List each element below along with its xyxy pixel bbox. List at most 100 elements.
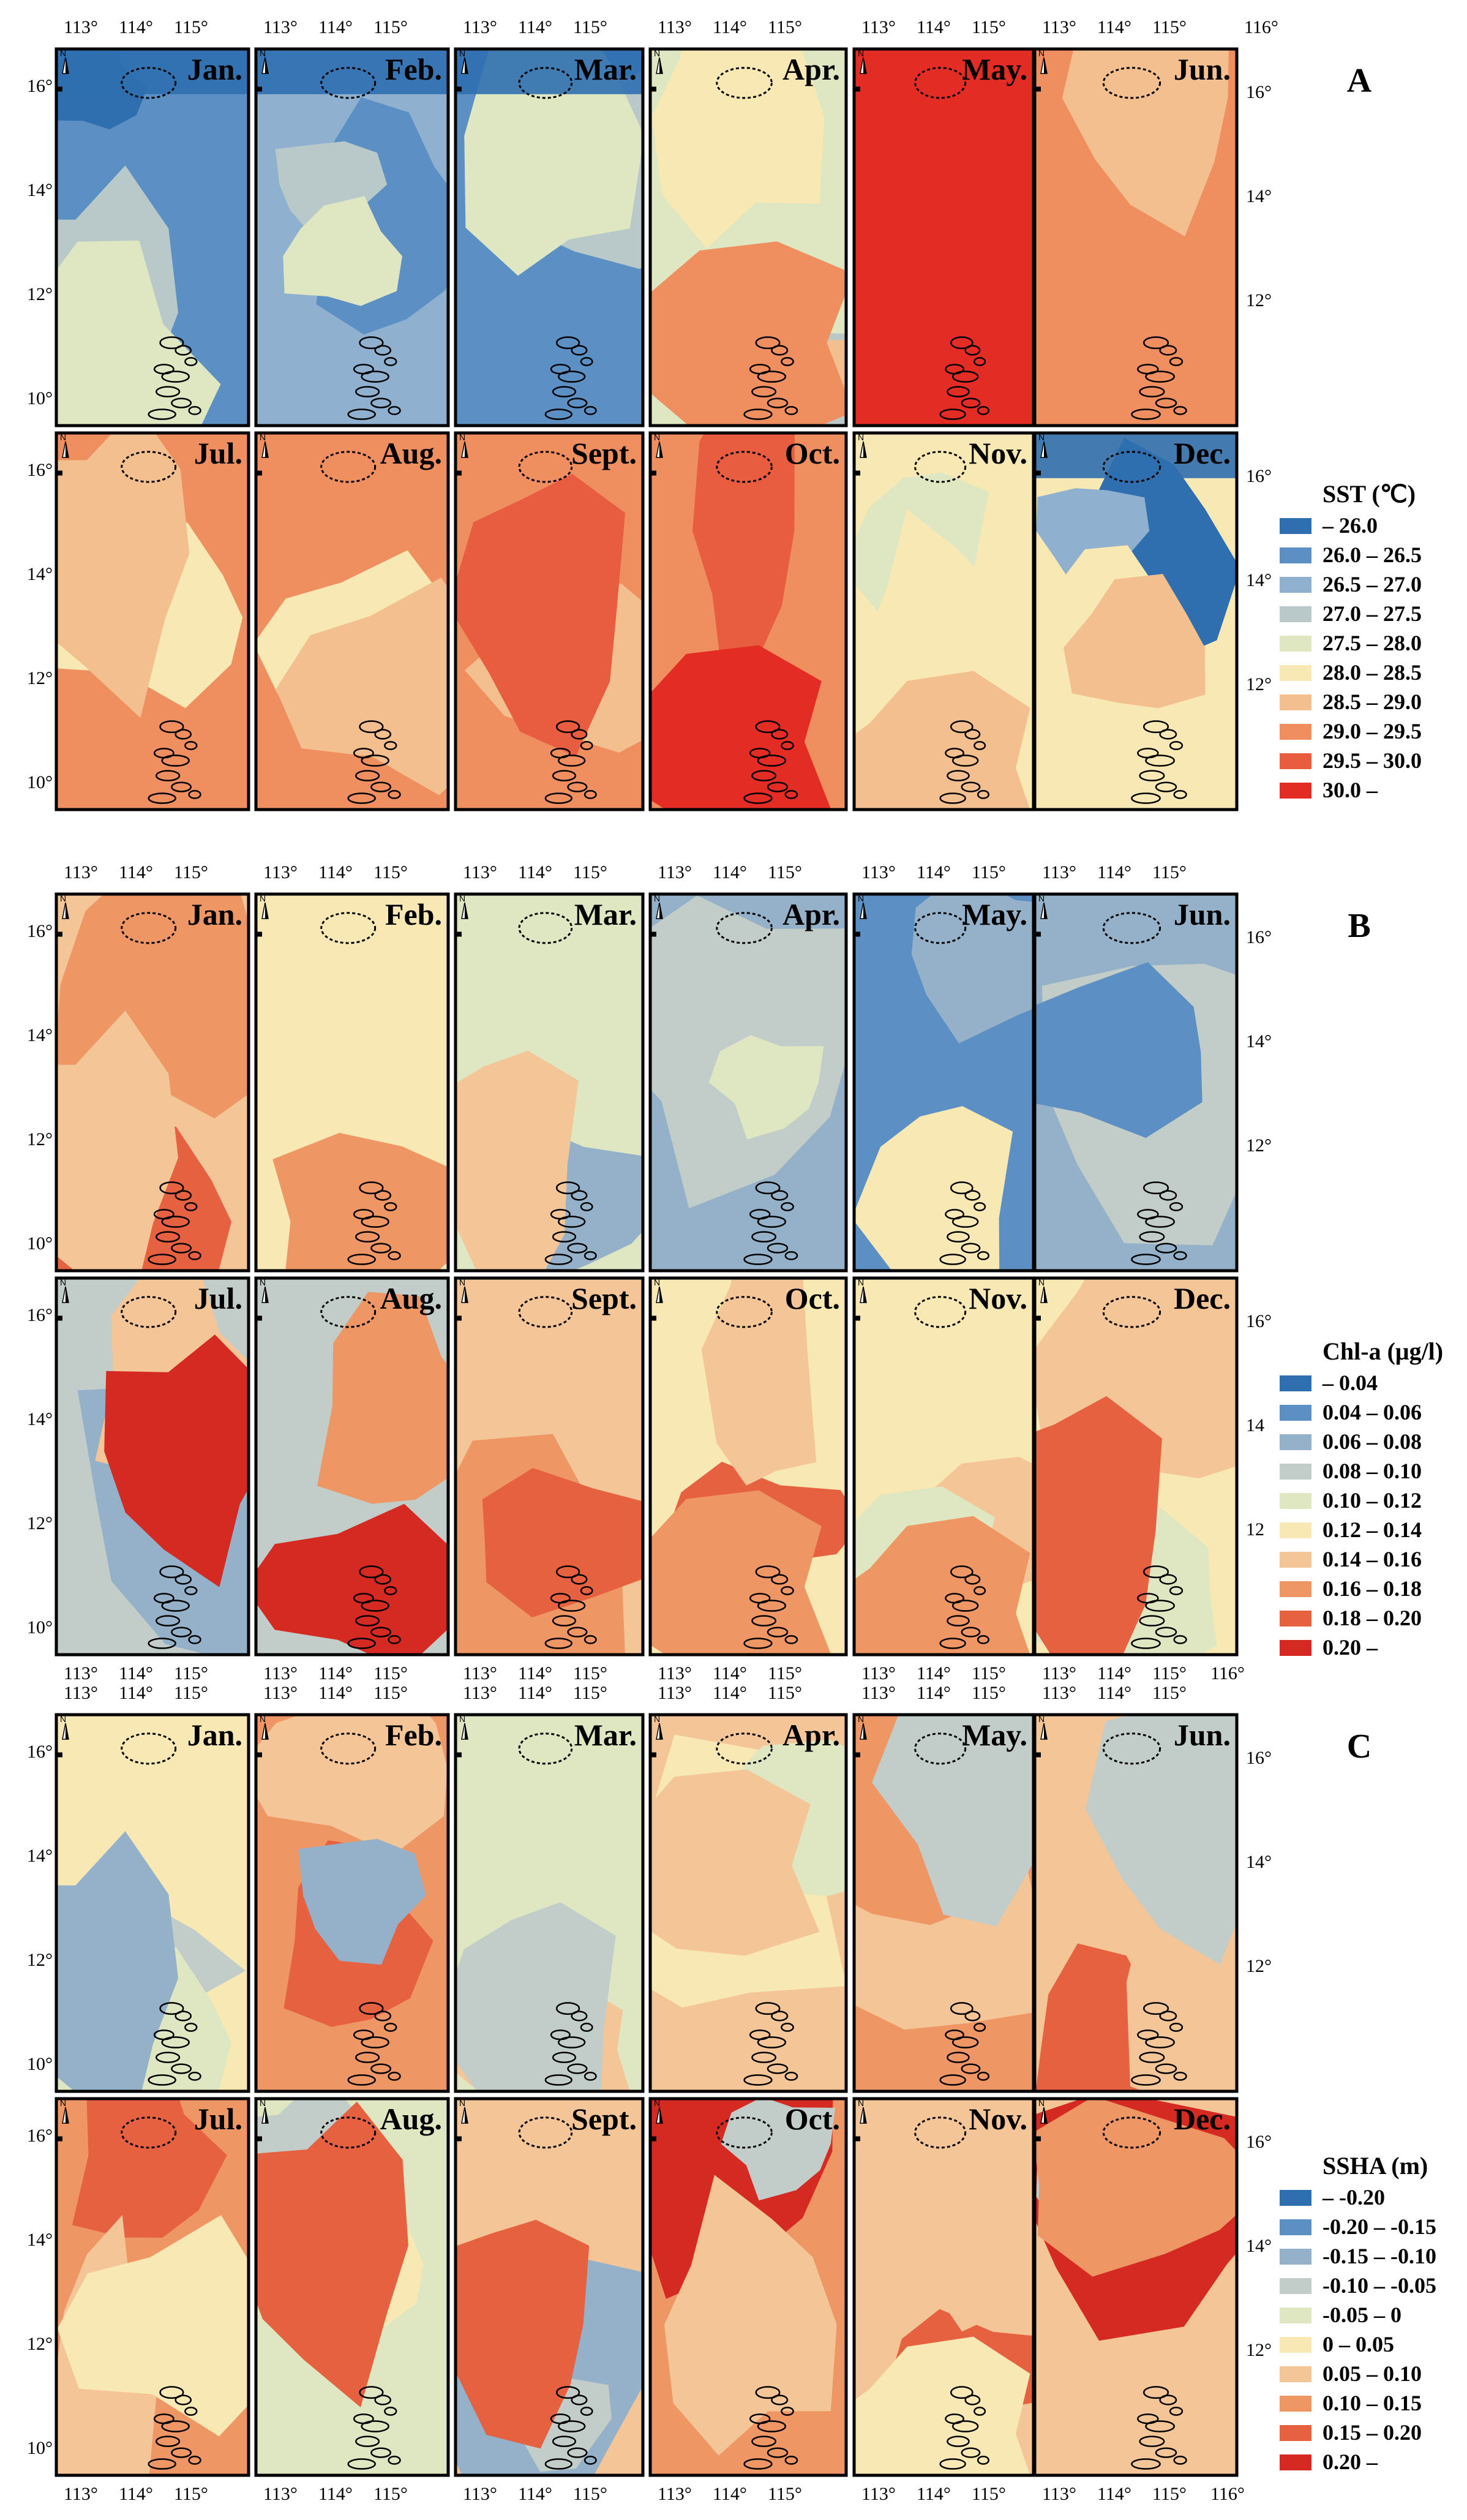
paracel-islands-outline — [914, 1732, 967, 1765]
map-field — [56, 49, 249, 426]
lon-tick-label: 114° — [119, 17, 153, 37]
reef-outline — [583, 1635, 597, 1644]
legend-label: 27.0 – 27.5 — [1323, 601, 1422, 626]
lon-tick-label: 114° — [318, 1663, 353, 1683]
reef-outline — [951, 2036, 979, 2048]
reef-outline — [1169, 1586, 1184, 1595]
legend-swatch — [1280, 577, 1311, 593]
reef-outline — [977, 1635, 989, 1644]
reef-outline — [751, 386, 777, 397]
reef-outline — [156, 1231, 181, 1243]
month-label: Jul. — [194, 2102, 242, 2136]
reef-outline — [370, 2063, 392, 2074]
lat-tick-label-right: 16° — [1246, 1311, 1272, 1331]
reef-outline — [1155, 781, 1177, 792]
north-arrow-icon: N — [459, 48, 468, 74]
legend-label: 0.18 – 0.20 — [1323, 1606, 1422, 1630]
month-label: May. — [962, 52, 1027, 86]
reef-outline — [939, 1254, 966, 1265]
north-letter: N — [459, 2098, 465, 2108]
contour-region — [921, 2099, 1026, 2332]
legend-label: -0.20 – -0.15 — [1323, 2214, 1436, 2239]
lon-tick-label: 113° — [463, 1663, 497, 1683]
lat-tick-label-right: 14° — [1246, 1852, 1272, 1872]
reef-outline — [148, 2458, 176, 2470]
month-label: Jun. — [1174, 1718, 1231, 1752]
reef-outline — [355, 2435, 380, 2447]
left-latitude-axis: 16° 14° 12° 10° — [27, 76, 53, 408]
reef-outline — [1139, 770, 1165, 781]
reef-outline — [781, 1202, 794, 1211]
north-letter: N — [60, 893, 66, 903]
reef-outline — [156, 770, 181, 781]
reef-outline — [939, 1638, 966, 1649]
legend-swatch — [1280, 694, 1311, 710]
reef-outline — [947, 1231, 970, 1243]
top-longitude-axis: 113° 114° 115° 113° 114° 115° 113° 114° 115° 113°… — [64, 17, 1278, 37]
contour-region — [298, 1838, 426, 1965]
reef-outline — [558, 1600, 586, 1612]
reef-outline — [1131, 1638, 1161, 1649]
north-letter: N — [858, 432, 864, 442]
reef-outline — [174, 729, 192, 740]
north-arrow-icon: N — [459, 1714, 468, 1740]
reef-outline — [184, 741, 198, 750]
reef-outline — [370, 2447, 392, 2458]
paracel-islands-outline — [121, 451, 177, 483]
paracel-islands-outline — [518, 1296, 573, 1328]
lat-tick-label: 14° — [27, 1409, 53, 1429]
reef-outline — [544, 2458, 572, 2470]
legend-title: SSHA (m) — [1323, 2152, 1428, 2180]
contour-region — [276, 894, 448, 1139]
north-letter: N — [654, 48, 660, 58]
lon-tick-label: 114° — [917, 1683, 951, 1703]
month-label: Nov. — [969, 436, 1027, 470]
reef-outline — [974, 741, 986, 750]
paracel-islands-outline — [518, 451, 573, 483]
map-field — [1035, 1278, 1237, 1655]
contour-region — [1064, 574, 1206, 709]
north-letter: N — [1038, 1714, 1045, 1724]
contour-region — [456, 2219, 590, 2449]
reef-outline — [555, 336, 580, 350]
lon-tick-label: 114° — [917, 1663, 951, 1683]
map-field — [456, 433, 643, 810]
coast-fragment — [650, 1315, 656, 1321]
reef-outline — [950, 336, 974, 350]
reef-outline — [580, 741, 593, 750]
legend-label: 0.08 – 0.10 — [1323, 1459, 1422, 1483]
reef-outline — [148, 2074, 176, 2086]
panel-frame — [454, 2097, 645, 2477]
reef-outline — [743, 2458, 773, 2470]
reef-outline — [755, 2002, 781, 2015]
north-letter: N — [1038, 893, 1045, 903]
map-panel-sst-3: N Mar. — [454, 47, 645, 427]
lon-tick-label: 115° — [1152, 2484, 1187, 2504]
map-panel-chl-10: N Oct. — [648, 1276, 848, 1657]
north-arrow-icon: N — [858, 893, 867, 919]
reef-outline — [767, 397, 789, 408]
contour-region — [1035, 1396, 1162, 1655]
legend-label: 27.5 – 28.0 — [1323, 631, 1422, 655]
reef-outline — [184, 1586, 198, 1595]
paracel-islands-outline — [914, 67, 967, 99]
reef-outline — [1145, 1600, 1175, 1612]
north-arrow-icon: N — [459, 432, 468, 458]
reef-outline — [961, 1627, 981, 1638]
reef-outline — [950, 2386, 974, 2399]
reef-outline — [784, 2072, 798, 2081]
map-panel-sst-8: N Aug. — [254, 431, 450, 811]
lon-tick-label: 115° — [768, 17, 802, 37]
legend-label: 0.15 – 0.20 — [1323, 2420, 1422, 2445]
coast-fragment — [1035, 470, 1041, 476]
reef-outline — [964, 2010, 981, 2022]
coast-fragment — [56, 470, 62, 476]
reef-outline — [374, 1190, 392, 1201]
reef-outline — [567, 2447, 588, 2458]
contour-region — [721, 2099, 835, 2201]
reef-outline — [1142, 1181, 1169, 1195]
reef-outline — [781, 2407, 794, 2416]
month-label: Feb. — [385, 897, 442, 931]
contour-region — [872, 1715, 1034, 1927]
